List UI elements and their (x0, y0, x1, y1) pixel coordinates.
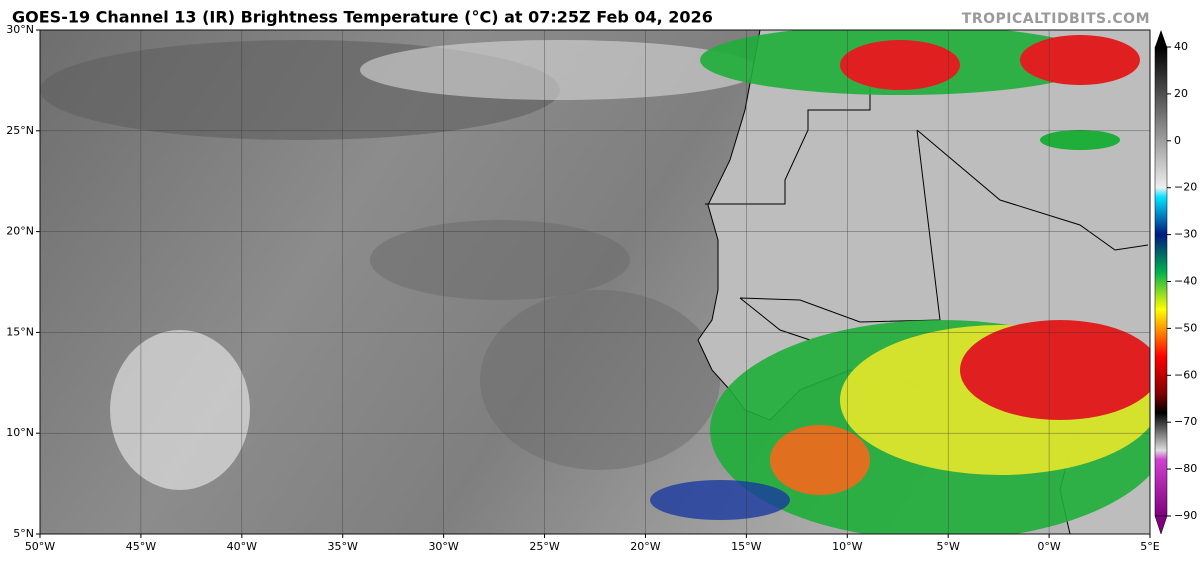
colorbar-label: 0 (1174, 134, 1181, 147)
satellite-image (40, 30, 1150, 534)
colorbar-max-arrow (1155, 30, 1167, 47)
colorbar-min-arrow (1154, 515, 1168, 535)
lon-label: 15°W (731, 540, 761, 553)
lat-label: 15°N (6, 325, 34, 338)
lon-label: 20°W (630, 540, 660, 553)
title: GOES-19 Channel 13 (IR) Brightness Tempe… (12, 8, 713, 27)
colorbar-label: −80 (1174, 462, 1197, 475)
colorbar-label: −70 (1174, 415, 1197, 428)
lon-label: 45°W (126, 540, 156, 553)
colorbar (1154, 46, 1168, 517)
lon-label: 0°W (1037, 540, 1060, 553)
lon-label: 50°W (25, 540, 55, 553)
lat-label: 30°N (6, 23, 34, 36)
colorbar-label: −50 (1174, 321, 1197, 334)
cloud-tops (650, 30, 1150, 534)
colorbar-label: −90 (1174, 509, 1197, 522)
lon-label: 30°W (428, 540, 458, 553)
lat-label: 20°N (6, 225, 34, 238)
lon-label: 10°W (832, 540, 862, 553)
colorbar-label: −60 (1174, 368, 1197, 381)
credit: TROPICALTIDBITS.COM (962, 11, 1150, 27)
lon-label: 5°E (1140, 540, 1159, 553)
lon-label: 35°W (328, 540, 358, 553)
colorbar-label: −20 (1174, 181, 1197, 194)
lat-label: 5°N (13, 527, 34, 540)
lon-label: 25°W (529, 540, 559, 553)
colorbar-label: −40 (1174, 275, 1197, 288)
colorbar-label: 20 (1174, 87, 1188, 100)
lon-label: 40°W (227, 540, 257, 553)
colorbar-label: −30 (1174, 228, 1197, 241)
lon-label: 5°W (936, 540, 959, 553)
colorbar-label: 40 (1174, 40, 1188, 53)
lat-label: 25°N (6, 124, 34, 137)
lat-label: 10°N (6, 426, 34, 439)
